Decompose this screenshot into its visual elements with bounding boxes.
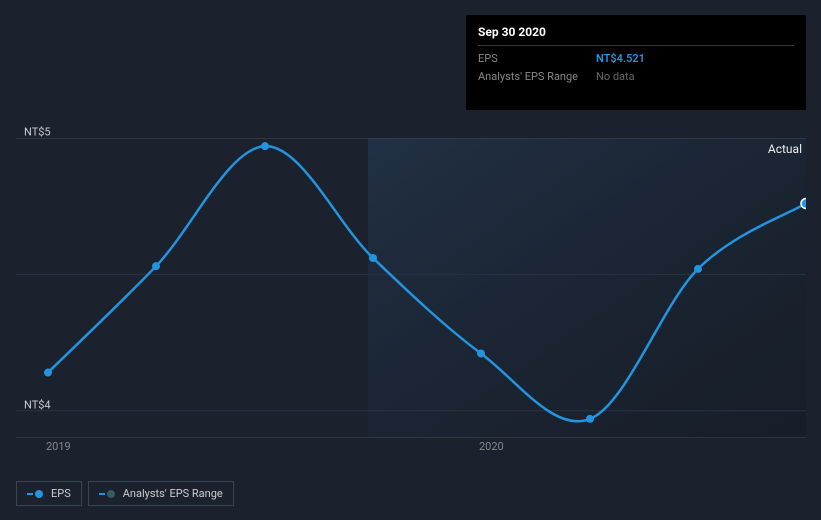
chart-tooltip: Sep 30 2020 EPS NT$4.521 Analysts' EPS R… — [466, 15, 806, 110]
tooltip-label: Analysts' EPS Range — [478, 68, 596, 86]
tooltip-date: Sep 30 2020 — [478, 25, 794, 46]
legend-item-eps[interactable]: EPS — [16, 481, 82, 506]
chart-plot — [16, 138, 806, 438]
legend-swatch-icon — [99, 490, 115, 498]
tooltip-row: Analysts' EPS Range No data — [478, 68, 794, 86]
x-tick-label: 2020 — [479, 440, 504, 453]
tooltip-value: NT$4.521 — [596, 50, 645, 68]
chart-legend: EPS Analysts' EPS Range — [16, 481, 234, 506]
actual-label: Actual — [768, 142, 802, 156]
tooltip-label: EPS — [478, 50, 596, 68]
x-tick-label: 2019 — [46, 440, 71, 453]
tooltip-value: No data — [596, 68, 635, 86]
legend-item-analysts-range[interactable]: Analysts' EPS Range — [88, 481, 234, 506]
legend-label: Analysts' EPS Range — [123, 487, 223, 500]
y-tick-label: NT$5 — [24, 126, 51, 139]
legend-swatch-icon — [27, 490, 43, 498]
eps-chart[interactable]: NT$4NT$5 20192020 Actual — [16, 118, 806, 458]
legend-label: EPS — [51, 487, 71, 500]
tooltip-row: EPS NT$4.521 — [478, 50, 794, 68]
